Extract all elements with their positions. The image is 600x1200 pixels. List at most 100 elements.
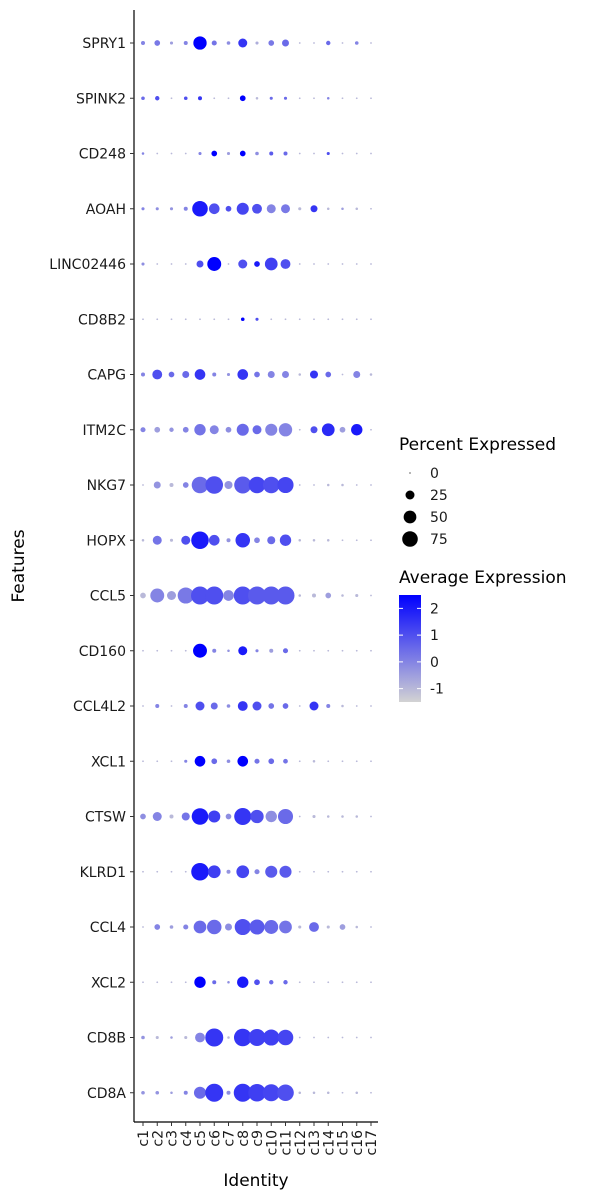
- dot: [193, 1086, 207, 1099]
- dot: [170, 318, 173, 321]
- dot: [156, 981, 159, 984]
- dot: [279, 534, 292, 546]
- dot: [310, 205, 318, 213]
- dot: [152, 369, 163, 380]
- dot: [193, 36, 207, 50]
- dot: [212, 648, 217, 653]
- dot: [298, 705, 301, 707]
- dot: [277, 476, 294, 494]
- dot: [252, 701, 262, 711]
- dot: [225, 923, 232, 931]
- dot: [211, 40, 217, 46]
- dot: [313, 649, 315, 652]
- dot: [309, 370, 319, 379]
- dot: [355, 925, 359, 929]
- dot: [249, 919, 265, 935]
- dot: [298, 760, 301, 763]
- dot: [341, 483, 344, 487]
- y-tick-label: KLRD1: [80, 865, 126, 881]
- dot: [156, 263, 159, 265]
- dot: [269, 980, 274, 985]
- dot: [154, 924, 161, 930]
- dot: [277, 808, 294, 825]
- dot: [313, 97, 315, 100]
- x-tick-label: c3: [165, 1130, 181, 1147]
- dot: [254, 758, 260, 764]
- color-legend-title: Average Expression: [399, 568, 567, 588]
- dot: [184, 649, 187, 652]
- colorbar: [399, 595, 421, 702]
- dot: [198, 151, 202, 156]
- dot: [182, 426, 189, 433]
- dot: [238, 259, 248, 269]
- dot: [156, 760, 159, 763]
- dot: [298, 925, 302, 929]
- dot: [142, 870, 144, 873]
- dot: [237, 701, 248, 711]
- dot: [327, 649, 330, 652]
- dot: [239, 150, 246, 157]
- size-legend-dot: [403, 510, 417, 524]
- dot: [263, 1029, 280, 1046]
- dot: [339, 426, 346, 433]
- dot: [326, 207, 330, 211]
- dot: [170, 263, 173, 265]
- dot: [155, 1090, 160, 1095]
- dot: [226, 759, 231, 764]
- y-tick-labels: SPRY1 SPINK2 CD248 AOAH LINC02446 CD8B2 CAPG IT…: [49, 36, 134, 1102]
- dot: [266, 204, 276, 214]
- dot: [225, 426, 232, 433]
- dot: [142, 760, 144, 763]
- dot: [370, 594, 372, 597]
- dot: [277, 1084, 294, 1102]
- size-legend-dot: [405, 490, 415, 500]
- y-tick-label: CCL5: [90, 589, 126, 605]
- dot: [156, 649, 159, 652]
- dot: [141, 96, 145, 101]
- x-tick-label: c5: [193, 1130, 209, 1147]
- dot: [298, 484, 301, 486]
- dot: [267, 536, 276, 545]
- dot: [326, 40, 331, 46]
- dot: [183, 206, 188, 211]
- dot: [327, 870, 330, 873]
- y-axis-title: Features: [9, 529, 29, 602]
- dot: [156, 870, 159, 873]
- dot: [183, 40, 188, 46]
- x-tick-label: c4: [179, 1130, 195, 1147]
- dot: [140, 427, 146, 433]
- dot: [213, 318, 216, 321]
- dot: [226, 151, 231, 156]
- dot: [141, 1035, 145, 1040]
- dot: [326, 538, 330, 542]
- size-legend-dot: [402, 531, 418, 547]
- dot: [370, 152, 372, 155]
- dot: [184, 263, 187, 265]
- dot: [355, 870, 358, 873]
- dot: [142, 649, 144, 652]
- dot: [192, 200, 208, 217]
- dot: [284, 318, 287, 321]
- dot: [184, 1035, 188, 1040]
- dot: [236, 865, 250, 879]
- dot: [264, 257, 278, 271]
- color-legend-label: 0: [430, 655, 439, 671]
- dot: [341, 1036, 344, 1039]
- dot: [277, 1029, 294, 1046]
- dot: [226, 704, 231, 708]
- dot: [341, 97, 344, 100]
- dot: [276, 586, 295, 605]
- dot: [313, 318, 315, 321]
- dot: [155, 207, 159, 211]
- y-tick-label: CD8B: [87, 1031, 126, 1047]
- dot: [208, 203, 220, 215]
- dot: [262, 586, 281, 605]
- dot: [225, 205, 232, 212]
- dot: [235, 532, 251, 548]
- dot: [237, 369, 249, 380]
- dot: [355, 152, 358, 155]
- dot: [270, 318, 273, 321]
- dot: [208, 534, 220, 546]
- dot: [196, 260, 204, 268]
- y-tick-label: CCL4: [90, 920, 126, 936]
